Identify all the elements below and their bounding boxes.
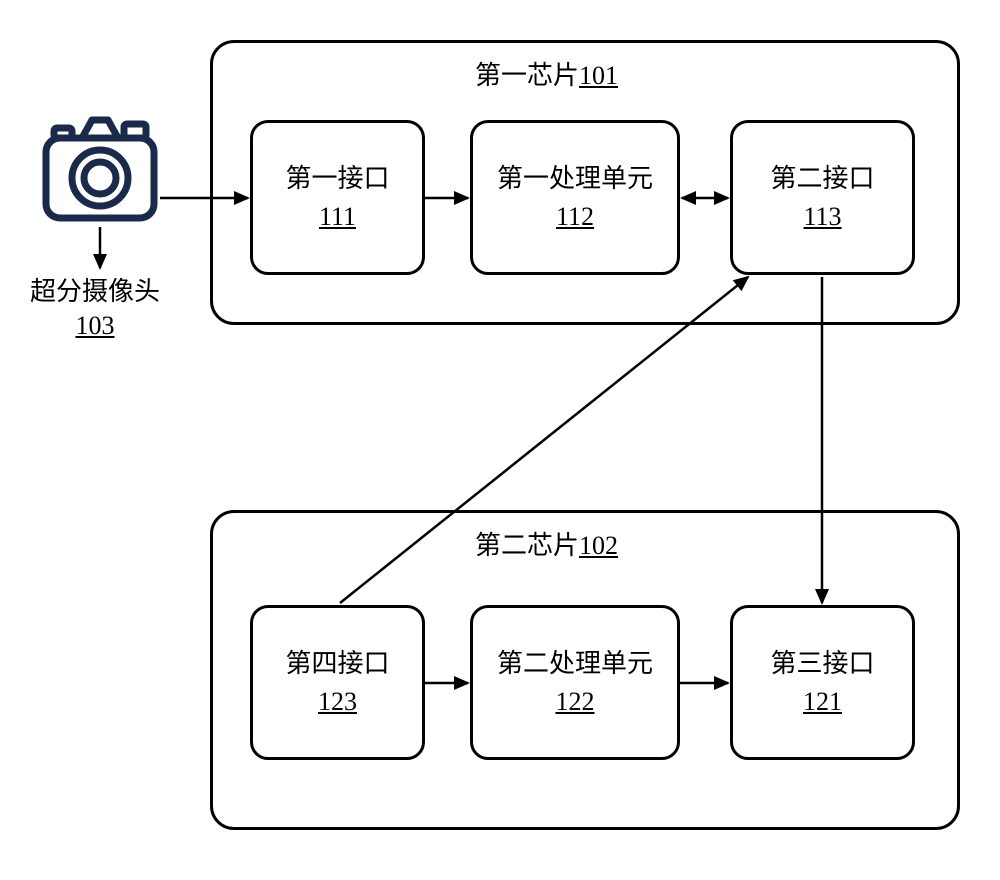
node-112-num: 112 (556, 200, 594, 234)
camera-label: 超分摄像头 103 (30, 275, 160, 343)
node-113-label: 第二接口 (770, 162, 874, 196)
node-122-num: 122 (556, 685, 595, 719)
node-122: 第二处理单元 122 (470, 605, 680, 760)
node-121-label: 第三接口 (770, 647, 874, 681)
camera-label-text: 超分摄像头 (30, 277, 160, 306)
node-111-num: 111 (319, 200, 356, 234)
camera-label-num: 103 (76, 311, 115, 340)
node-123-num: 123 (318, 685, 357, 719)
chip-1-title-num: 101 (579, 61, 618, 90)
node-123-label: 第四接口 (285, 647, 389, 681)
node-112-label: 第一处理单元 (497, 162, 653, 196)
node-113-num: 113 (803, 200, 841, 234)
node-113: 第二接口 113 (730, 120, 915, 275)
chip-2-title-num: 102 (579, 531, 618, 560)
chip-1-title: 第一芯片101 (475, 55, 618, 92)
node-112: 第一处理单元 112 (470, 120, 680, 275)
chip-2-title-text: 第二芯片 (475, 531, 579, 560)
node-121: 第三接口 121 (730, 605, 915, 760)
chip-1-title-text: 第一芯片 (475, 61, 579, 90)
node-111: 第一接口 111 (250, 120, 425, 275)
camera-icon (40, 110, 160, 225)
chip-2-title: 第二芯片102 (475, 525, 618, 562)
node-122-label: 第二处理单元 (497, 647, 653, 681)
node-111-label: 第一接口 (285, 162, 389, 196)
node-123: 第四接口 123 (250, 605, 425, 760)
node-121-num: 121 (803, 685, 842, 719)
